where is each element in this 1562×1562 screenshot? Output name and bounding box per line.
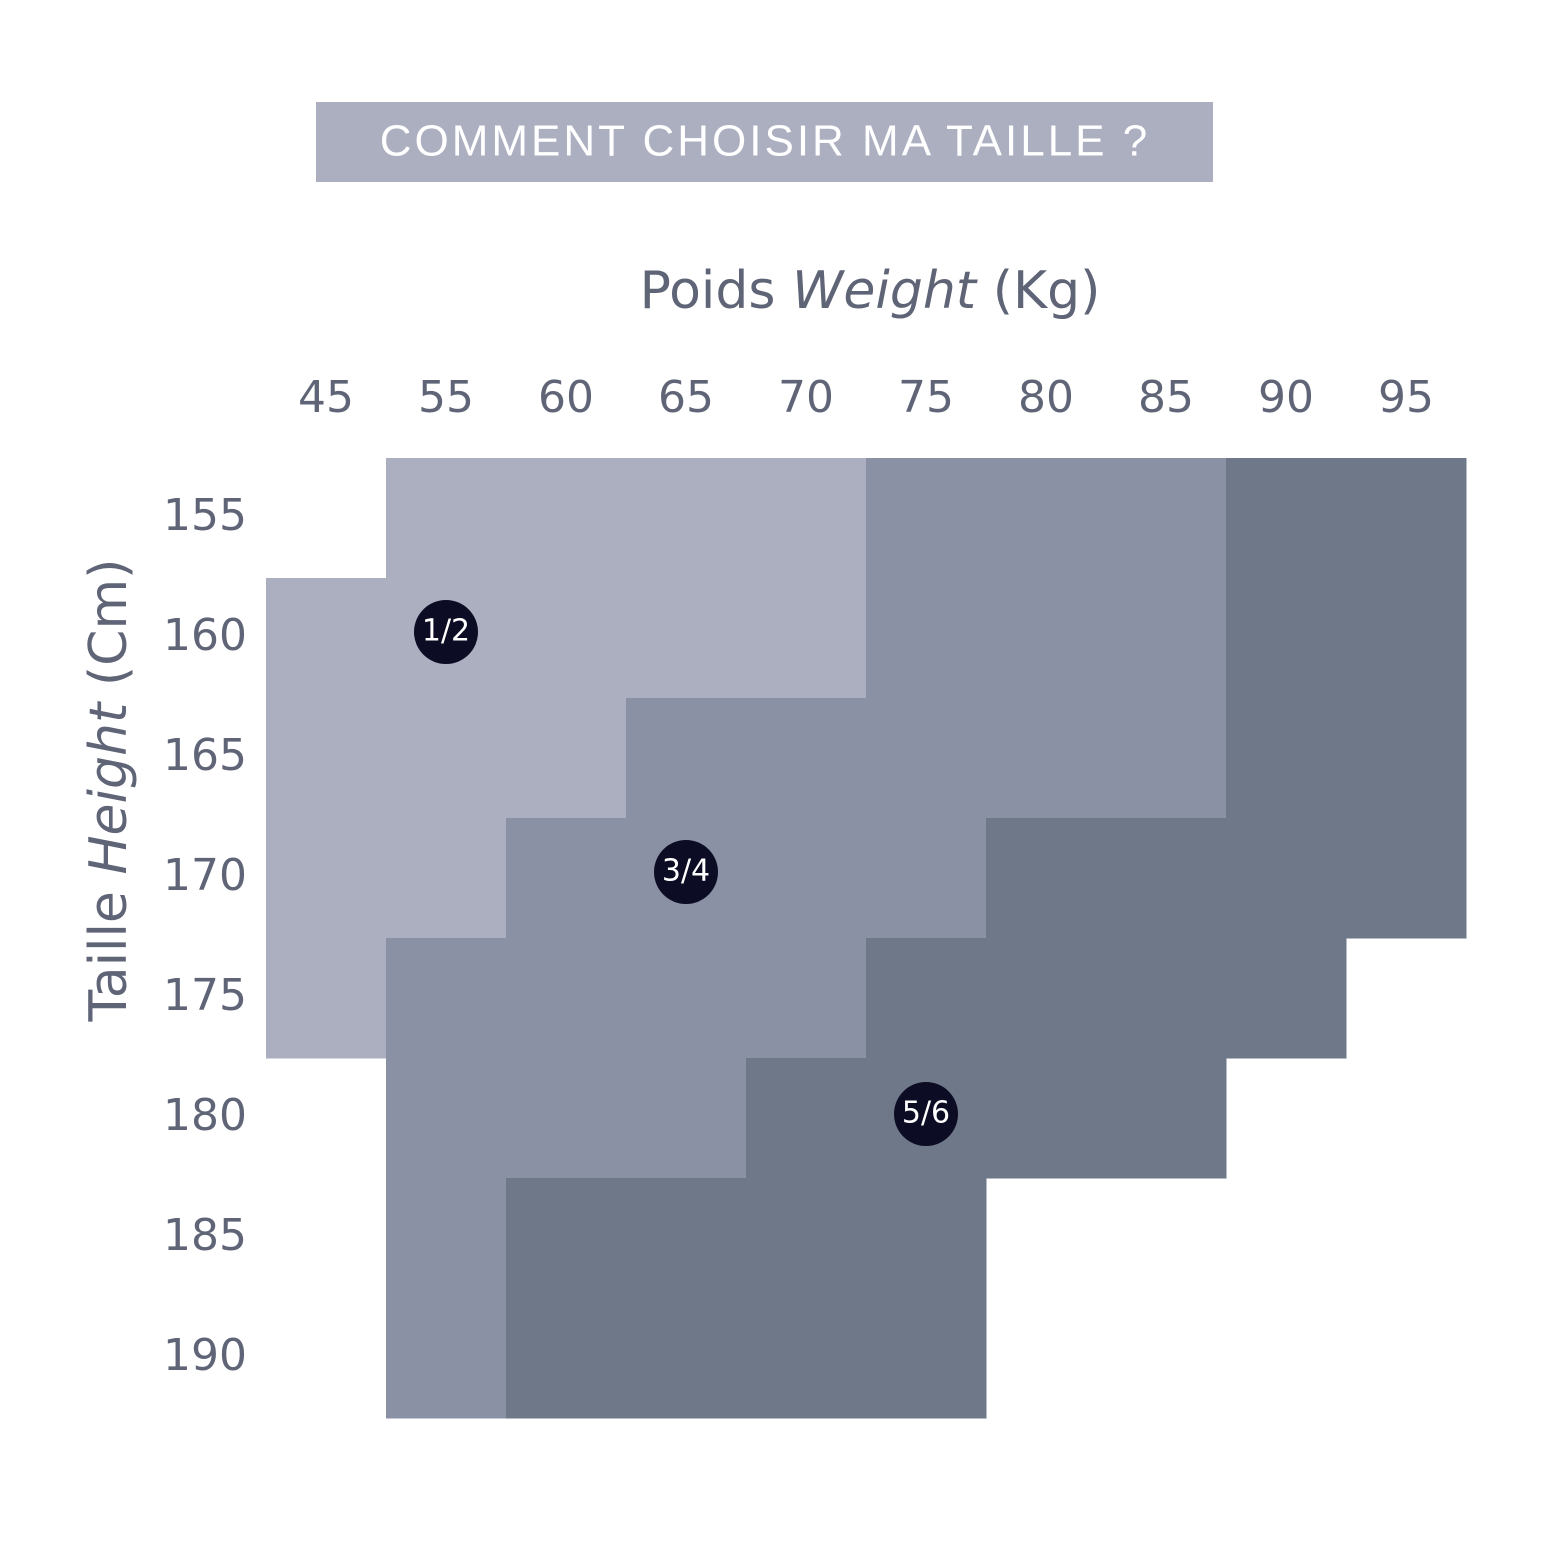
size-cell [986, 698, 1107, 819]
size-cell [1226, 938, 1347, 1059]
size-cell [506, 938, 627, 1059]
size-cell [266, 578, 387, 699]
size-cell [1226, 698, 1347, 819]
y-label-part: Taille [79, 891, 139, 1022]
size-cell [746, 1058, 867, 1179]
size-cell [986, 578, 1107, 699]
size-cell [506, 1178, 627, 1299]
size-cell [1346, 578, 1467, 699]
size-badge-label: 1/2 [422, 614, 470, 649]
size-cell [986, 458, 1107, 579]
size-cell [1106, 458, 1227, 579]
y-tick-label: 175 [163, 970, 247, 1021]
size-cell [866, 578, 987, 699]
x-tick-label: 75 [898, 372, 954, 423]
size-cell [1106, 578, 1227, 699]
size-cell [746, 1178, 867, 1299]
size-badge [894, 1082, 958, 1146]
y-label-part: (Cm) [79, 559, 139, 687]
size-cell [506, 698, 627, 819]
y-tick-label: 165 [163, 730, 247, 781]
x-tick-label: 80 [1018, 372, 1074, 423]
size-badge [654, 840, 718, 904]
x-tick-label: 85 [1138, 372, 1194, 423]
size-cell [386, 1058, 507, 1179]
size-cell [986, 938, 1107, 1059]
y-tick-label: 155 [163, 490, 247, 541]
y-axis-label: Taille Height (Cm) [79, 559, 139, 1023]
size-badge-label: 5/6 [902, 1096, 950, 1131]
size-cell [1106, 938, 1227, 1059]
size-cell [386, 1298, 507, 1419]
size-cell [1346, 698, 1467, 819]
x-label-part: Weight [792, 261, 978, 321]
size-cell [626, 1178, 747, 1299]
x-tick-label: 90 [1258, 372, 1314, 423]
size-cell [866, 1298, 987, 1419]
size-cell [266, 698, 387, 819]
size-cell [386, 698, 507, 819]
size-cell [746, 1298, 867, 1419]
size-cell [506, 1058, 627, 1179]
y-tick-label: 160 [163, 610, 247, 661]
size-cell [626, 698, 747, 819]
size-cell [746, 458, 867, 579]
size-cell [1226, 458, 1347, 579]
size-cell [746, 938, 867, 1059]
size-cell [1346, 818, 1467, 939]
size-cell [506, 578, 627, 699]
y-tick-label: 190 [163, 1330, 247, 1381]
size-cell [866, 1178, 987, 1299]
size-cell [986, 818, 1107, 939]
size-cell [506, 458, 627, 579]
size-cell [626, 1058, 747, 1179]
size-cell [1226, 818, 1347, 939]
size-cell [386, 938, 507, 1059]
x-label-part: Poids [640, 261, 776, 321]
grid [266, 458, 1467, 1419]
x-axis-label: Poids Weight (Kg) [640, 261, 1101, 321]
x-label-part: (Kg) [993, 261, 1101, 321]
y-tick-label: 185 [163, 1210, 247, 1261]
size-cell [1106, 698, 1227, 819]
x-tick-label: 65 [658, 372, 714, 423]
size-cell [386, 818, 507, 939]
size-cell [386, 458, 507, 579]
size-cell [386, 1178, 507, 1299]
size-cell [506, 1298, 627, 1419]
x-tick-label: 45 [298, 372, 354, 423]
size-cell [746, 578, 867, 699]
size-cell [986, 1058, 1107, 1179]
y-label-part: Height [79, 701, 139, 875]
size-badge-label: 3/4 [662, 854, 710, 889]
size-cell [626, 1298, 747, 1419]
size-cell [1106, 1058, 1227, 1179]
badges: 1/2 3/4 5/6 [414, 600, 958, 1146]
size-cell [626, 458, 747, 579]
size-cell [626, 578, 747, 699]
size-cell [866, 698, 987, 819]
size-cell [746, 698, 867, 819]
size-cell [266, 938, 387, 1059]
x-tick-label: 70 [778, 372, 834, 423]
size-cell [746, 818, 867, 939]
size-cell [626, 938, 747, 1059]
size-cell [506, 818, 627, 939]
size-cell [266, 818, 387, 939]
size-cell [1106, 818, 1227, 939]
size-cell [866, 818, 987, 939]
x-tick-label: 55 [418, 372, 474, 423]
size-cell [1226, 578, 1347, 699]
title-banner [316, 102, 1213, 182]
size-cell [1346, 458, 1467, 579]
size-cell [866, 458, 987, 579]
size-cell [866, 938, 987, 1059]
size-badge [414, 600, 478, 664]
x-tick-label: 95 [1378, 372, 1434, 423]
title: COMMENT CHOISIR MA TAILLE ? [380, 117, 1150, 166]
x-tick-label: 60 [538, 372, 594, 423]
y-tick-label: 180 [163, 1090, 247, 1141]
y-tick-label: 170 [163, 850, 247, 901]
